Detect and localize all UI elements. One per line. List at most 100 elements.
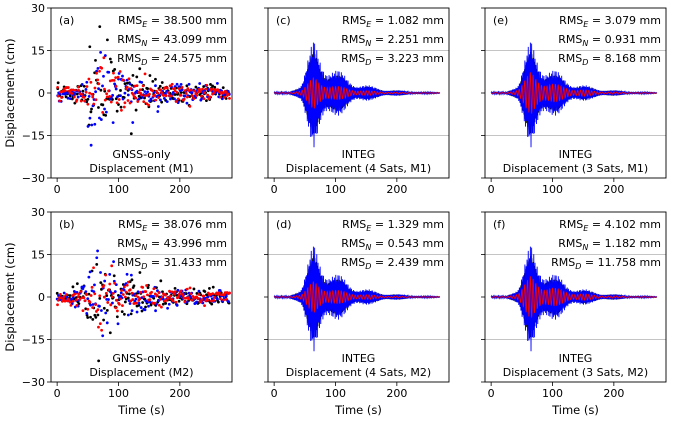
point-D [151,301,155,305]
point-E [141,88,144,91]
point-D [200,298,204,301]
point-N [73,92,77,95]
point-N [146,300,150,304]
point-E [217,300,220,304]
panel-caption-line1: INTEG [559,148,593,161]
point-N [137,97,141,101]
point-N [70,297,73,301]
panel-label: (c) [276,14,291,27]
panel-caption-line1: INTEG [342,352,376,365]
panel-caption-line1: GNSS-only [112,352,171,365]
point-N [90,123,94,127]
point-E [98,25,102,28]
point-E [104,113,108,117]
point-E [130,278,134,282]
point-D [58,99,62,103]
point-D [153,301,157,305]
point-N [135,310,139,314]
point-E [135,75,139,79]
panel-caption-line1: INTEG [559,352,593,365]
point-N [111,93,115,97]
point-D [114,85,118,88]
point-N [112,260,115,264]
point-D [164,293,167,297]
point-D [56,303,59,307]
point-N [179,82,183,86]
point-N [141,95,145,99]
panel-label: (d) [276,218,292,231]
point-D [108,95,112,98]
x-axis-label: Time (s) [551,403,599,417]
point-D [154,89,158,93]
point-E [75,282,79,286]
point-D [197,293,201,296]
point-D [200,94,203,98]
point-E [173,286,177,290]
point-N [152,295,155,298]
plot-area [55,249,231,363]
point-D [154,98,158,102]
point-N [173,97,176,101]
point-D [81,309,85,313]
y-tick-label: 0 [38,291,45,304]
point-D [98,294,102,298]
point-D [141,285,145,289]
point-N [224,294,228,298]
rms-E: RMSE = 1.082 mm [342,14,444,29]
point-D [204,87,208,91]
point-D [210,299,213,303]
point-D [105,92,109,96]
point-E [94,59,97,62]
point-N [72,290,76,293]
point-D [109,100,113,104]
point-N [123,91,127,95]
point-N [189,295,193,299]
point-D [164,94,168,98]
point-N [62,291,66,295]
point-D [105,95,109,99]
point-E [101,103,105,107]
point-D [62,297,65,301]
point-E [84,307,88,311]
y-tick-label: 0 [38,87,45,100]
point-D [121,304,124,308]
point-N [91,303,95,306]
panel-caption-line2: Displacement (M2) [89,366,193,379]
point-E [184,292,188,295]
point-E [94,316,98,319]
point-D [73,88,77,92]
x-tick-label: 0 [271,387,278,400]
point-N [148,99,151,103]
point-N [76,95,80,99]
point-E [108,57,112,61]
point-D [128,101,132,105]
x-tick-label: 0 [54,183,61,196]
point-D [88,300,92,304]
point-D [94,98,98,102]
point-N [185,101,189,105]
point-D [111,292,115,295]
point-D [110,264,114,268]
point-N [126,93,130,97]
point-D [75,98,79,102]
point-D [114,306,117,310]
y-tick-label: 30 [31,2,45,15]
point-D [160,91,163,94]
point-D [182,296,186,300]
point-N [136,290,140,294]
point-D [89,80,93,84]
point-E [221,86,225,90]
point-D [70,92,74,95]
panel-caption-line2: Displacement (3 Sats, M2) [503,366,648,379]
point-D [147,103,151,107]
point-D [129,87,133,90]
point-D [110,295,114,299]
point-N [156,105,160,108]
point-D [77,292,81,296]
point-D [119,297,122,301]
point-N [125,272,129,276]
rms-N: RMSN = 0.543 mm [341,237,444,252]
point-D [109,303,113,307]
rms-E: RMSE = 1.329 mm [342,218,444,233]
point-D [102,295,106,299]
